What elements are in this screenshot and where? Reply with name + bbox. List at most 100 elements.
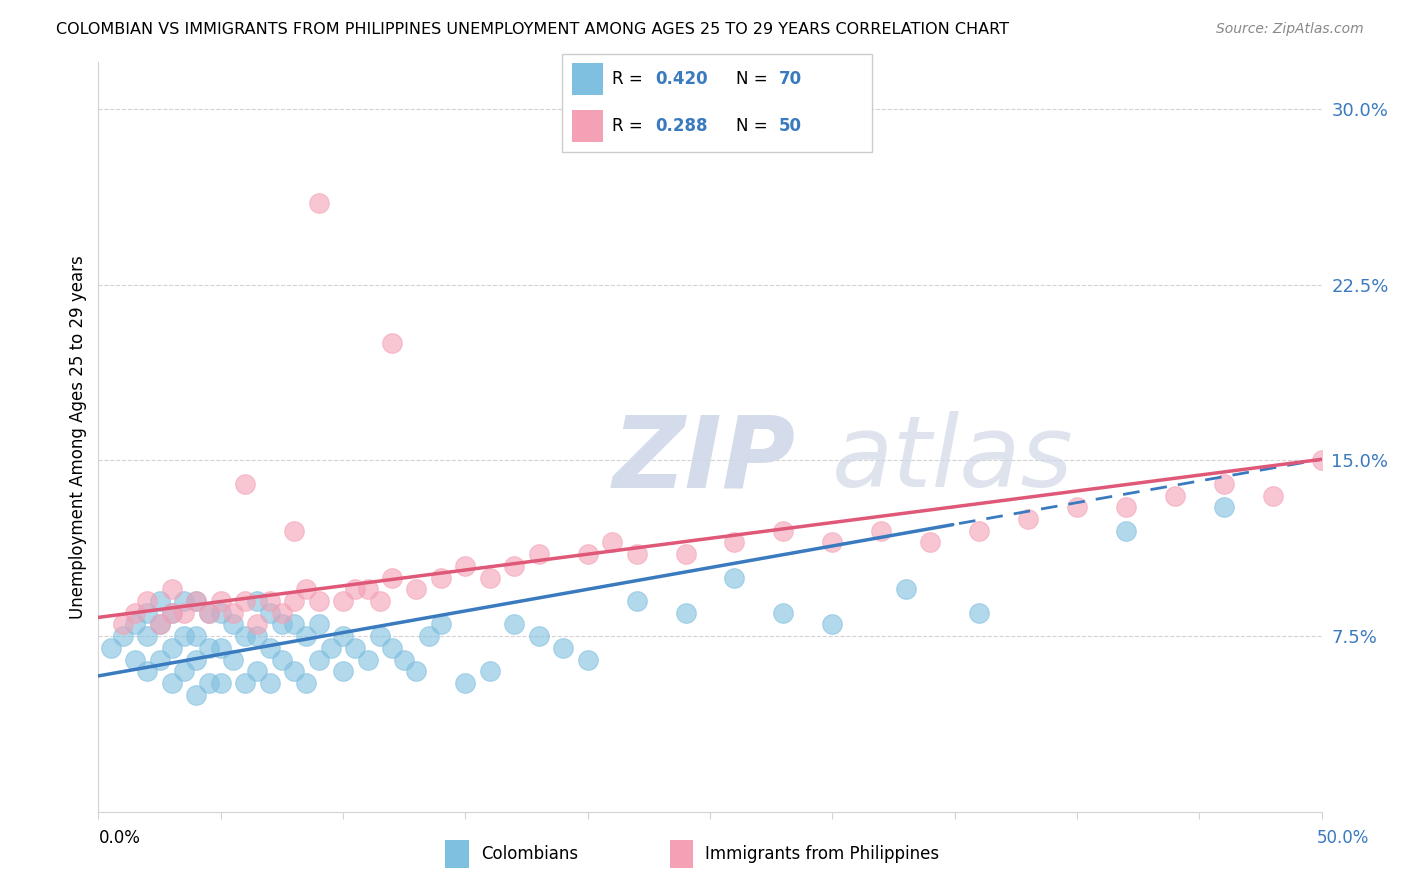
Point — [124, 606, 146, 620]
Point — [283, 617, 305, 632]
Bar — [572, 63, 603, 95]
Point — [772, 606, 794, 620]
Point — [283, 524, 305, 538]
Point — [173, 664, 195, 679]
Point — [173, 594, 195, 608]
Point — [259, 594, 281, 608]
Point — [1115, 500, 1137, 515]
Point — [186, 652, 208, 666]
Point — [160, 640, 183, 655]
Point — [160, 676, 183, 690]
Point — [553, 640, 575, 655]
Point — [111, 629, 134, 643]
Point — [723, 535, 745, 549]
Point — [100, 640, 122, 655]
Point — [527, 547, 550, 561]
Point — [344, 640, 367, 655]
Point — [209, 594, 232, 608]
Point — [1017, 512, 1039, 526]
Point — [626, 547, 648, 561]
Point — [246, 629, 269, 643]
Point — [308, 617, 330, 632]
Bar — [669, 840, 693, 868]
Point — [186, 688, 208, 702]
Point — [186, 594, 208, 608]
Point — [149, 594, 172, 608]
Point — [478, 571, 501, 585]
Point — [1164, 489, 1187, 503]
FancyBboxPatch shape — [562, 54, 872, 152]
Bar — [446, 840, 470, 868]
Point — [392, 652, 416, 666]
Point — [160, 606, 183, 620]
Point — [1310, 453, 1333, 467]
Point — [197, 676, 219, 690]
Point — [295, 629, 318, 643]
Text: R =: R = — [612, 70, 648, 88]
Point — [259, 640, 281, 655]
Point — [308, 652, 330, 666]
Point — [270, 617, 294, 632]
Point — [222, 606, 245, 620]
Text: 70: 70 — [779, 70, 801, 88]
Point — [332, 629, 354, 643]
Point — [222, 617, 245, 632]
Point — [821, 535, 844, 549]
Point — [233, 629, 256, 643]
Point — [368, 594, 391, 608]
Point — [246, 617, 269, 632]
Point — [920, 535, 942, 549]
Point — [186, 629, 208, 643]
Point — [527, 629, 550, 643]
Point — [503, 617, 526, 632]
Bar — [572, 111, 603, 142]
Point — [149, 617, 172, 632]
Point — [246, 594, 269, 608]
Point — [197, 606, 219, 620]
Point — [430, 571, 453, 585]
Point — [478, 664, 501, 679]
Point — [197, 640, 219, 655]
Point — [675, 606, 697, 620]
Point — [136, 594, 159, 608]
Text: 0.420: 0.420 — [655, 70, 707, 88]
Point — [1212, 500, 1234, 515]
Point — [418, 629, 440, 643]
Point — [503, 558, 526, 573]
Text: R =: R = — [612, 117, 648, 135]
Point — [344, 582, 367, 597]
Point — [430, 617, 453, 632]
Point — [319, 640, 342, 655]
Point — [967, 606, 990, 620]
Text: COLOMBIAN VS IMMIGRANTS FROM PHILIPPINES UNEMPLOYMENT AMONG AGES 25 TO 29 YEARS : COLOMBIAN VS IMMIGRANTS FROM PHILIPPINES… — [56, 22, 1010, 37]
Point — [308, 195, 330, 210]
Point — [209, 606, 232, 620]
Y-axis label: Unemployment Among Ages 25 to 29 years: Unemployment Among Ages 25 to 29 years — [69, 255, 87, 619]
Point — [1261, 489, 1284, 503]
Point — [454, 676, 477, 690]
Point — [160, 606, 183, 620]
Text: atlas: atlas — [832, 411, 1074, 508]
Point — [283, 664, 305, 679]
Point — [160, 582, 183, 597]
Point — [259, 676, 281, 690]
Point — [246, 664, 269, 679]
Point — [356, 582, 378, 597]
Point — [1115, 524, 1137, 538]
Point — [186, 594, 208, 608]
Point — [136, 664, 159, 679]
Point — [723, 571, 745, 585]
Point — [149, 617, 172, 632]
Point — [576, 547, 599, 561]
Point — [356, 652, 378, 666]
Point — [675, 547, 697, 561]
Point — [772, 524, 794, 538]
Text: Colombians: Colombians — [481, 845, 578, 863]
Point — [173, 606, 195, 620]
Text: 0.288: 0.288 — [655, 117, 707, 135]
Point — [270, 652, 294, 666]
Point — [332, 664, 354, 679]
Point — [368, 629, 391, 643]
Point — [173, 629, 195, 643]
Point — [259, 606, 281, 620]
